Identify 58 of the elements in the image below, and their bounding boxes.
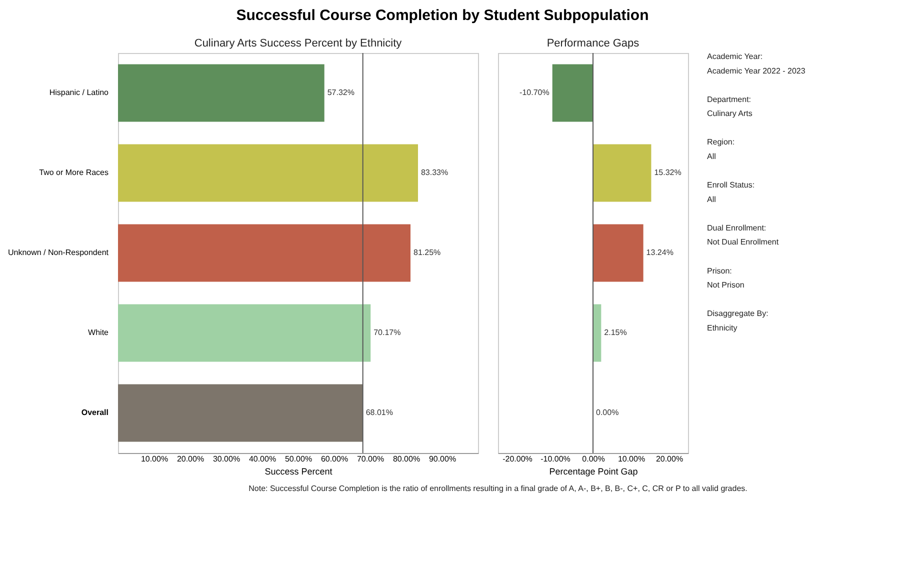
data-label: 2.15% [604, 328, 627, 337]
bar [593, 144, 652, 202]
data-label: -10.70% [520, 88, 550, 97]
text: All [707, 194, 716, 204]
y-tick-label: White [88, 328, 110, 337]
x-tick-label: 50.00% [284, 454, 312, 464]
x-tick-label: -10.00% [540, 454, 570, 464]
x-tick-label: 90.00% [428, 454, 456, 464]
text: Ethnicity [707, 323, 738, 332]
text: Culinary Arts [707, 109, 752, 118]
data-label: 57.32% [327, 88, 354, 97]
data-label: 0.00% [596, 408, 619, 417]
text: Enroll Status: [707, 180, 755, 190]
bar [118, 384, 363, 442]
x-tick-label: 20.00% [656, 454, 684, 464]
text: Academic Year: [707, 52, 763, 61]
chart-subtitle: Performance Gaps [546, 38, 640, 50]
y-tick-label: Hispanic / Latino [49, 88, 110, 97]
y-tick-label: Overall [81, 408, 108, 417]
bar [118, 64, 324, 122]
x-axis-title: Percentage Point Gap [549, 466, 638, 476]
data-label: 15.32% [654, 168, 682, 177]
x-tick-label: 10.00% [618, 454, 646, 464]
text: Not Dual Enrollment [707, 238, 780, 247]
x-tick-label: 20.00% [176, 454, 204, 464]
text: Disaggregate By: [707, 309, 768, 318]
bar [593, 304, 602, 362]
text: Prison: [707, 266, 732, 276]
data-label: 68.01% [366, 408, 393, 417]
x-tick-label: 30.00% [212, 454, 240, 464]
x-tick-label: 10.00% [140, 454, 168, 464]
text: Region: [707, 138, 735, 147]
data-label: 83.33% [420, 168, 448, 177]
text: All [707, 152, 716, 161]
x-tick-label: 70.00% [356, 454, 384, 464]
y-tick-label: Unknown / Non-Respondent [8, 248, 110, 257]
x-tick-label: 0.00% [582, 454, 605, 464]
text: Dual Enrollment: [707, 223, 766, 232]
x-tick-label: 40.00% [248, 454, 276, 464]
data-label: 81.25% [414, 248, 441, 257]
bar [593, 224, 644, 282]
bar [118, 224, 410, 282]
x-tick-label: 60.00% [320, 454, 348, 464]
x-tick-label: -20.00% [502, 454, 532, 464]
bar [118, 304, 371, 362]
text: Academic Year 2022 - 2023 [707, 66, 806, 76]
chart-subtitle: Culinary Arts Success Percent by Ethnicity [194, 38, 402, 50]
text: Note: Successful Course Completion is the ratio of enrollments resulting in a final grade of A, A-, B+, B, B-, C+, C, CR or P to all valid grades. [248, 484, 748, 493]
y-tick-label: Two or More Races [39, 168, 108, 177]
x-tick-label: 80.00% [392, 454, 420, 464]
bar [118, 144, 418, 202]
bar [552, 64, 593, 122]
text: Not Prison [707, 280, 744, 290]
data-label: 13.24% [646, 248, 674, 257]
text: Department: [707, 94, 752, 104]
x-axis-title: Success Percent [264, 466, 333, 476]
data-label: 70.17% [374, 328, 401, 337]
chart-title: Successful Course Completion by Student Subpopulation [236, 7, 649, 24]
